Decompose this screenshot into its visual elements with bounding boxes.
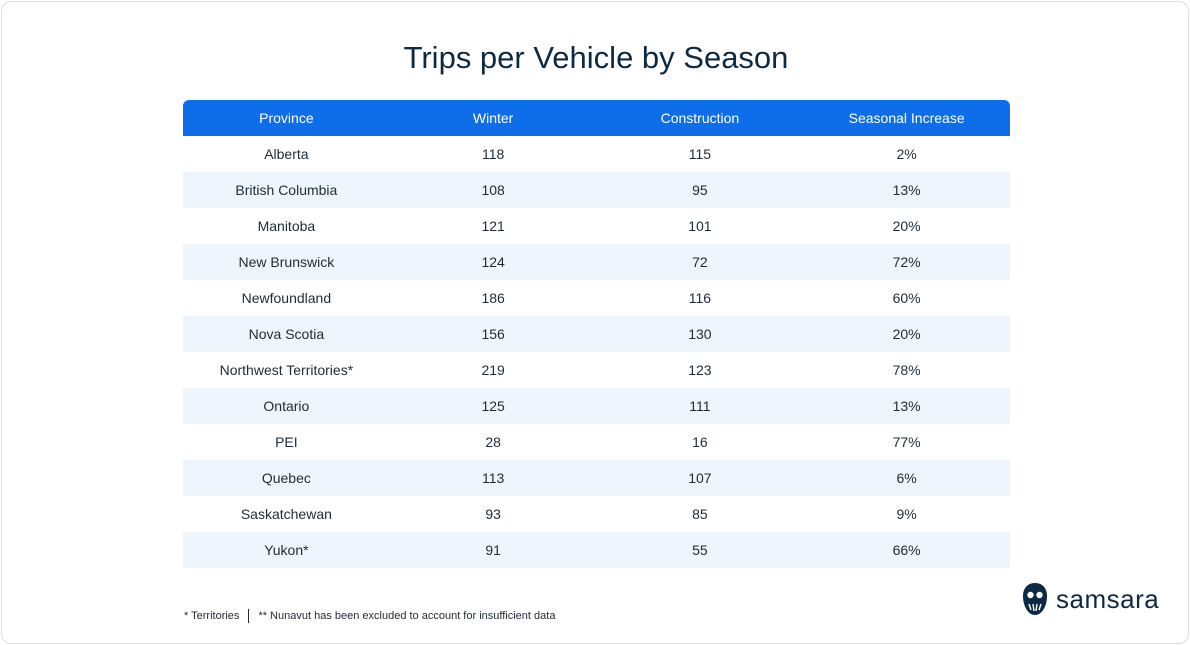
header-row: Province Winter Construction Seasonal Incre… [183,100,1010,136]
table-cell: 55 [692,542,708,558]
table-row: Northwest Territories* 219 123 78% [183,352,1010,388]
table-cell: 115 [688,146,712,162]
table-cell: 66% [892,542,921,558]
table-row: New Brunswick 124 72 72% [183,244,1010,280]
table-cell: 13% [892,398,921,414]
table-cell: Yukon* [264,542,309,558]
table-cell: 28 [485,434,501,450]
table-cell: 20% [892,326,921,342]
table-row: British Columbia 108 95 13% [183,172,1010,208]
table-cell: 101 [688,218,712,234]
table-cell: 124 [481,254,505,270]
table-cell: 219 [481,362,505,378]
table-cell: 125 [481,398,505,414]
table-cell: 118 [481,146,505,162]
table-cell: 2% [896,146,917,162]
header-cell: Seasonal Increase [848,110,965,126]
table-cell: 93 [485,506,501,522]
table-cell: 121 [481,218,505,234]
table-row: Saskatchewan 93 85 9% [183,496,1010,532]
table-cell: Northwest Territories* [219,362,354,378]
header-cell: Province [259,110,314,126]
table-cell: Saskatchewan [240,506,332,522]
table-cell: Ontario [263,398,310,414]
table-cell: 78% [892,362,921,378]
table-cell: Newfoundland [241,290,332,306]
table-row: Alberta 118 115 2% [183,136,1010,172]
table-cell: British Columbia [235,182,338,198]
table-cell: 85 [692,506,708,522]
table-cell: 72 [692,254,708,270]
table-row: Nova Scotia 156 130 20% [183,316,1010,352]
footnotes: * Territories ** Nunavut has been exclud… [184,609,555,623]
separator [248,609,250,623]
header-cell: Construction [660,110,740,126]
header-cell: Winter [472,110,514,126]
logo-text: samsara [1056,583,1160,614]
logo: samsara [1022,582,1159,616]
table-cell: 77% [892,434,921,450]
table-cell: 9% [896,506,917,522]
table-row: Newfoundland 186 116 60% [183,280,1010,316]
table-cell: 95 [692,182,708,198]
table-cell: 16 [692,434,708,450]
table-cell: Alberta [264,146,309,162]
table-cell: 60% [892,290,921,306]
table-cell: 186 [481,290,505,306]
table-cell: 123 [688,362,712,378]
footnote: * Territories [184,610,240,622]
table-cell: 6% [896,470,917,486]
table-cell: 20% [892,218,921,234]
table-cell: 13% [892,182,921,198]
table-cell: 111 [689,398,711,414]
table-row: Ontario 125 111 13% [183,388,1010,424]
table-cell: 107 [688,470,712,486]
table-cell: 130 [688,326,712,342]
table-row: Manitoba 121 101 20% [183,208,1010,244]
table-cell: Quebec [261,470,311,486]
table-cell: PEI [275,434,298,450]
footnote: ** Nunavut has been excluded to account … [258,610,556,622]
logo-icon [1023,583,1047,615]
table-cell: 108 [481,182,505,198]
table-row: PEI 28 16 77% [183,424,1010,460]
table-row: Quebec 113 107 6% [183,460,1010,496]
table-cell: 72% [892,254,921,270]
table: Province Winter Construction Seasonal Incre… [183,100,1010,568]
table-cell: New Brunswick [238,254,335,270]
table-cell: 156 [481,326,505,342]
table-cell: Manitoba [257,218,316,234]
table-row: Yukon* 91 55 66% [183,532,1010,568]
table-cell: 113 [481,470,505,486]
title: Trips per Vehicle by Season [403,40,789,75]
table-cell: 116 [688,290,712,306]
table-cell: 91 [485,542,501,558]
table-cell: Nova Scotia [248,326,325,342]
